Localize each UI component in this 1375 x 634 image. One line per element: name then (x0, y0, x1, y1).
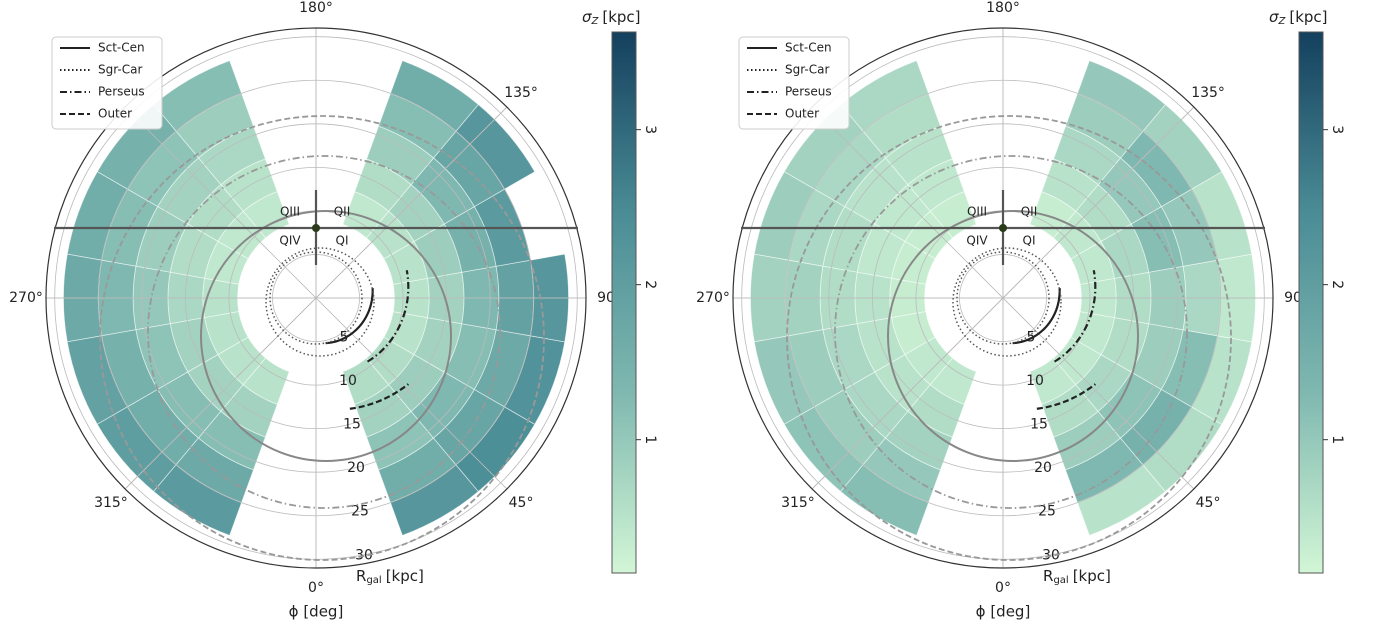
outer-circle (45, 27, 587, 569)
ring-dashdot (147, 155, 501, 509)
legend-label: Sct-Cen (785, 41, 832, 55)
arm-sgr-car-2 (265, 247, 375, 357)
r-tick-label: 10 (339, 373, 357, 389)
legend-label: Outer (98, 107, 132, 121)
angle-tick-label: 315° (781, 495, 815, 511)
quadrant-label: QIV (279, 234, 301, 248)
r-tick-label: 25 (1038, 504, 1056, 520)
angle-tick-label: 315° (94, 495, 128, 511)
legend-label: Perseus (785, 85, 832, 99)
legend-label: Sgr-Car (785, 63, 829, 77)
r-tick-label: 25 (351, 504, 369, 520)
sun-marker (312, 224, 320, 232)
cb-label-main: σ (582, 8, 592, 26)
colorbar-label: σZ [kpc] (582, 8, 641, 28)
angle-grid-line (124, 106, 508, 490)
colorbar-label: σZ [kpc] (1269, 8, 1328, 28)
quadrant-label: QI (1023, 234, 1036, 248)
quadrant-label: QIII (967, 205, 987, 219)
colorbar-tick-label: 3 (642, 125, 658, 134)
r-axis-label: Rgal [kpc] (356, 567, 424, 587)
angle-axis-label: ϕ [deg] (289, 603, 344, 621)
angle-tick-label: 135° (504, 85, 538, 101)
colorbar-tick-label: 3 (1329, 125, 1345, 134)
r-label-unit: [kpc] (1073, 567, 1111, 585)
cb-label-unit: [kpc] (602, 8, 640, 26)
colorbar-tick-label: 1 (642, 435, 658, 444)
quadrant-label: QII (1021, 205, 1038, 219)
angle-tick-label: 180° (299, 0, 333, 16)
arm-sct-cen (1012, 287, 1061, 345)
r-tick-label: 20 (1034, 460, 1052, 476)
sun-marker (999, 224, 1007, 232)
ring-solid (887, 210, 1139, 462)
legend-label: Perseus (98, 85, 145, 99)
cb-label-main: σ (1269, 8, 1279, 26)
angle-tick-label: 45° (1196, 495, 1221, 511)
angle-tick-label: 270° (9, 290, 43, 306)
colorbar-tick-label: 1 (1329, 435, 1345, 444)
legend-box (738, 36, 850, 130)
angle-tick-label: 0° (308, 580, 324, 596)
r-tick-label: 20 (347, 460, 365, 476)
angle-tick-label: 90 (1284, 290, 1302, 306)
r-label-main: R (356, 567, 366, 585)
colorbar-tick-label: 2 (1329, 280, 1345, 289)
cb-label-sub: Z (591, 16, 600, 27)
arm-perseus (366, 270, 410, 363)
r-axis-label: Rgal [kpc] (1043, 567, 1111, 587)
angle-tick-label: 270° (696, 290, 730, 306)
legend-label: Sct-Cen (98, 41, 145, 55)
r-label-main: R (1043, 567, 1053, 585)
legend-box (51, 36, 163, 130)
r-label-sub: gal (366, 575, 381, 586)
quadrant-label: QII (334, 205, 351, 219)
legend-label: Outer (785, 107, 819, 121)
angle-axis-label: ϕ [deg] (976, 603, 1031, 621)
ring-solid (200, 210, 452, 462)
r-tick-label: 15 (343, 417, 361, 433)
r-label-sub: gal (1053, 575, 1068, 586)
outer-circle (732, 27, 1274, 569)
r-label-unit: [kpc] (386, 567, 424, 585)
arm-perseus (1053, 270, 1097, 363)
arm-sct-cen (325, 287, 374, 345)
angle-grid-line (811, 106, 1195, 490)
cb-label-unit: [kpc] (1289, 8, 1327, 26)
angle-tick-label: 135° (1191, 85, 1225, 101)
angle-tick-label: 0° (995, 580, 1011, 596)
arm-sgr-car-2 (952, 247, 1062, 357)
colorbar (611, 31, 637, 574)
ring-dashed (786, 115, 1232, 561)
ring-dashed (99, 115, 545, 561)
quadrant-label: QIV (966, 234, 988, 248)
ring-dashdot (834, 155, 1188, 509)
quadrant-label: QI (336, 234, 349, 248)
colorbar-tick-label: 2 (642, 280, 658, 289)
colorbar (1298, 31, 1324, 574)
legend-label: Sgr-Car (98, 63, 142, 77)
angle-tick-label: 90 (597, 290, 615, 306)
angle-tick-label: 180° (986, 0, 1020, 16)
arm-outer (1036, 383, 1097, 410)
r-tick-label: 15 (1030, 417, 1048, 433)
arm-outer (349, 383, 410, 410)
angle-tick-label: 45° (509, 495, 534, 511)
quadrant-label: QIII (280, 205, 300, 219)
r-tick-label: 10 (1026, 373, 1044, 389)
cb-label-sub: Z (1278, 16, 1287, 27)
